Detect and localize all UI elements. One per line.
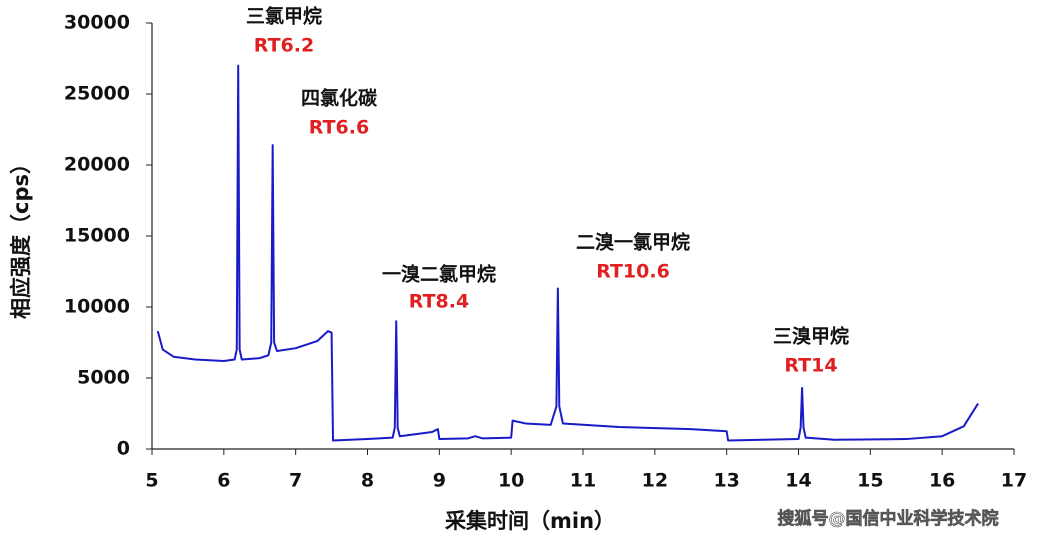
x-tick-label: 13 — [713, 470, 739, 492]
data-line — [156, 64, 979, 442]
x-tick-label: 8 — [361, 470, 374, 492]
y-tick-label: 0 — [117, 438, 130, 460]
x-tick-label: 5 — [145, 470, 158, 492]
x-tick-label: 12 — [642, 470, 668, 492]
x-tick-label: 7 — [289, 470, 302, 492]
x-tick-label: 9 — [433, 470, 446, 492]
annotation-label: 一溴二氯甲烷 — [382, 263, 496, 286]
annotation-label: 三氯甲烷 — [246, 5, 322, 28]
annotation-rt: RT14 — [784, 355, 837, 377]
watermark: 搜狐号@国信中业科学技术院 — [778, 508, 999, 529]
y-axis-label: 相应强度（cps） — [9, 153, 33, 319]
x-tick-label: 11 — [570, 470, 596, 492]
y-tick-label: 30000 — [64, 12, 130, 34]
y-tick-label: 15000 — [64, 225, 130, 247]
annotation-rt: RT6.2 — [254, 35, 314, 57]
y-tick-label: 20000 — [64, 154, 130, 176]
x-tick-label: 17 — [1001, 470, 1027, 492]
y-tick-label: 25000 — [64, 83, 130, 105]
annotation-label: 二溴一氯甲烷 — [576, 231, 690, 254]
annotation-rt: RT6.6 — [309, 117, 369, 139]
annotation-rt: RT10.6 — [596, 261, 670, 283]
y-tick-label: 10000 — [64, 296, 130, 318]
annotation-label: 四氯化碳 — [301, 87, 378, 110]
x-tick-label: 6 — [217, 470, 230, 492]
y-tick-label: 5000 — [77, 367, 130, 389]
x-tick-label: 15 — [857, 470, 883, 492]
annotation-label: 三溴甲烷 — [773, 325, 849, 348]
annotation-rt: RT8.4 — [409, 291, 469, 313]
x-tick-label: 10 — [498, 470, 524, 492]
x-axis-label: 采集时间（min） — [445, 509, 615, 533]
x-tick-label: 16 — [929, 470, 955, 492]
x-tick-label: 14 — [785, 470, 811, 492]
